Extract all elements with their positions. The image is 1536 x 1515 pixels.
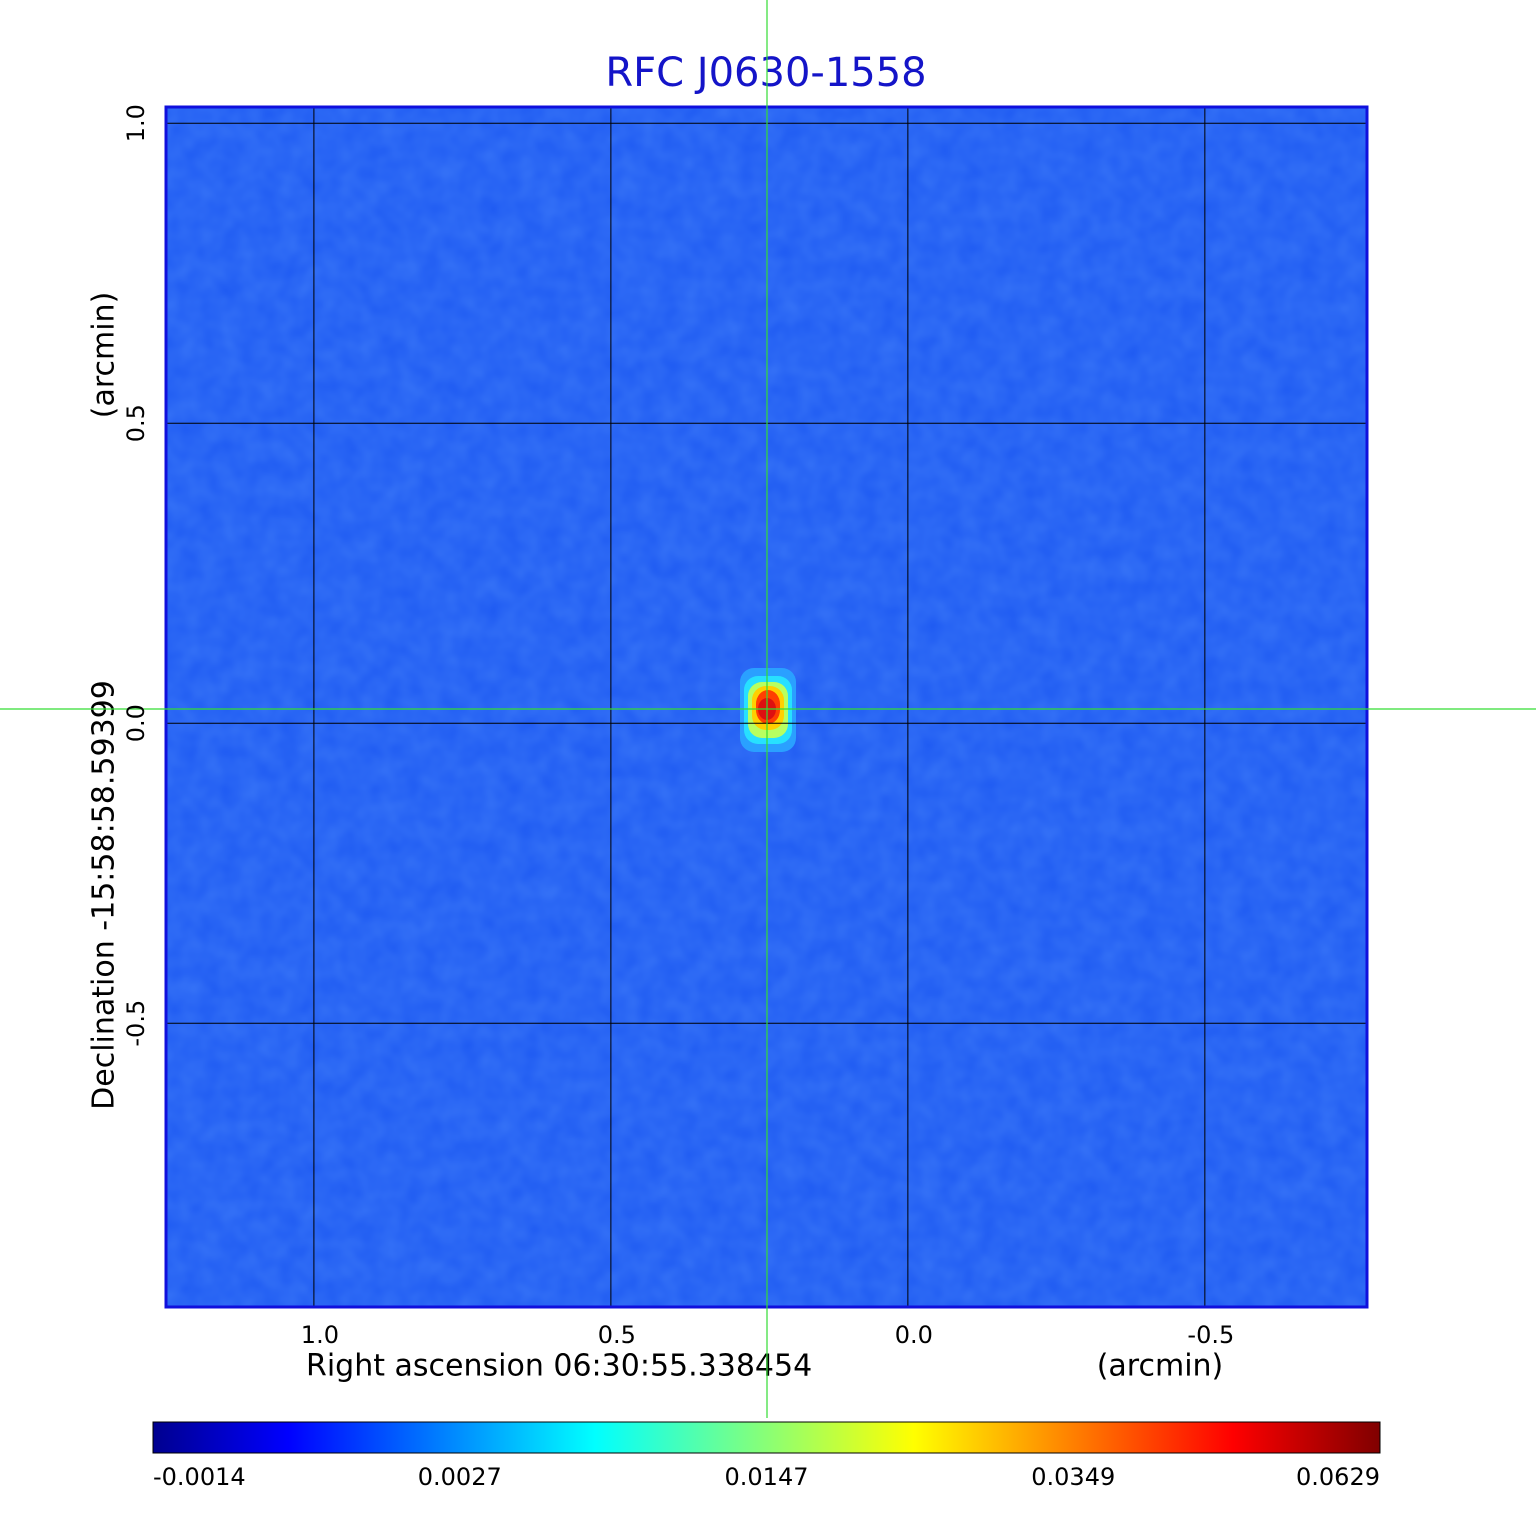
x-tick-label: -0.5: [1187, 1321, 1234, 1349]
x-tick-label: 0.5: [598, 1321, 636, 1349]
colorbar-tick-label: 0.0629: [1296, 1463, 1380, 1491]
y-tick-label: 1.0: [122, 104, 150, 142]
y-tick-label: 0.0: [122, 704, 150, 742]
y-tick-label: -0.5: [122, 1000, 150, 1047]
colorbar-tick-label: -0.0014: [153, 1463, 246, 1491]
chart-title: RFC J0630-1558: [605, 50, 926, 96]
colorbar-tick-label: 0.0027: [418, 1463, 502, 1491]
x-tick-label: 0.0: [895, 1321, 933, 1349]
y-axis-unit: (arcmin): [87, 292, 122, 419]
colorbar-tick-label: 0.0147: [725, 1463, 809, 1491]
x-tick-label: 1.0: [301, 1321, 339, 1349]
y-tick-label: 0.5: [122, 404, 150, 442]
x-axis-label: Right ascension 06:30:55.338454: [306, 1349, 812, 1384]
y-axis-label: Declination -15:58:58.59399: [87, 680, 122, 1110]
x-axis-unit: (arcmin): [1097, 1349, 1224, 1384]
colorbar-tick-label: 0.0349: [1031, 1463, 1115, 1491]
colorbar: [152, 1421, 1381, 1454]
